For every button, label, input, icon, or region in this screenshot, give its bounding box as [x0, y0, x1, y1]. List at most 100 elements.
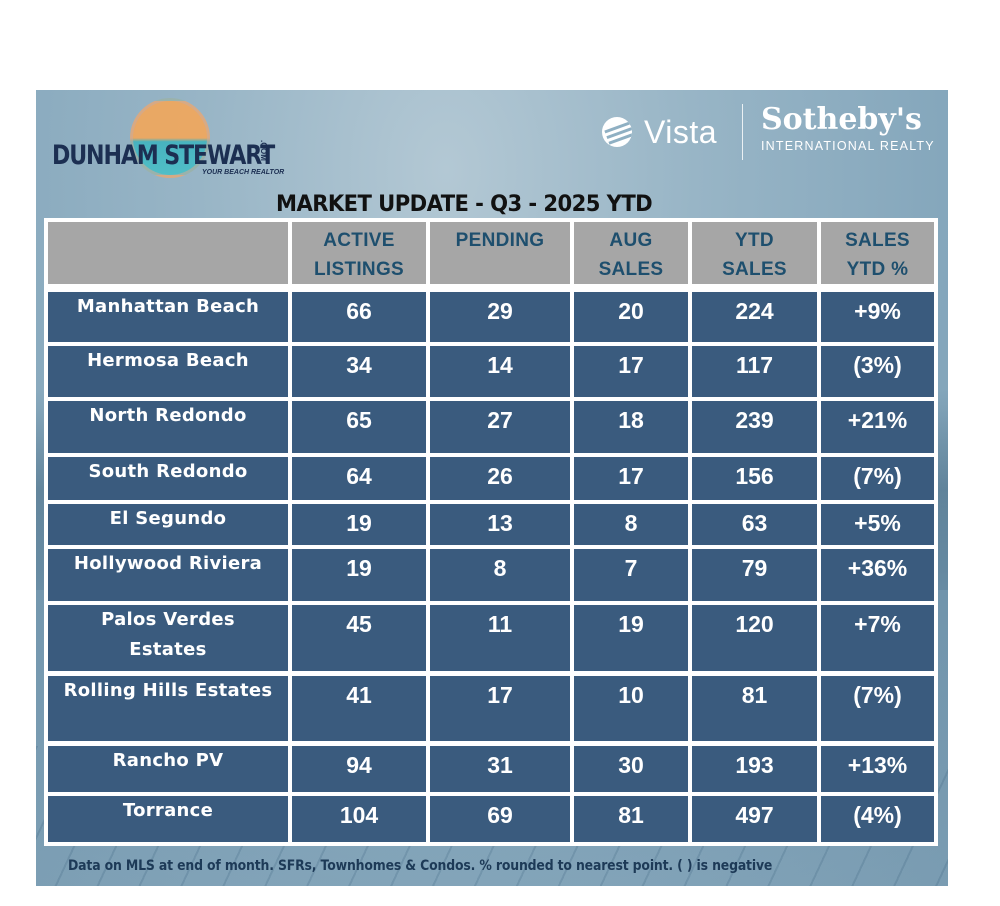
- table-cell-pending: 26: [430, 457, 570, 500]
- cell-value: +9%: [854, 298, 901, 324]
- cell-value: 19: [618, 611, 644, 637]
- cell-value: 81: [618, 802, 644, 828]
- column-header-label: YTD: [735, 230, 774, 251]
- cell-value: 11: [487, 611, 513, 637]
- table-cell-sales-ytd-pct: (7%): [821, 457, 934, 500]
- table-cell-active-listings: 19: [292, 504, 426, 545]
- table-cell-sales-ytd-pct: (4%): [821, 796, 934, 842]
- table-row-label: Rancho PV: [48, 746, 288, 792]
- area-name: El Segundo: [109, 508, 227, 529]
- table-cell-aug-sales: 17: [574, 346, 688, 397]
- table-cell-aug-sales: 20: [574, 292, 688, 342]
- area-name: North Redondo: [89, 405, 247, 426]
- table-cell-active-listings: 41: [292, 676, 426, 741]
- column-header-label: LISTINGS: [313, 259, 404, 280]
- table-cell-pending: 14: [430, 346, 570, 397]
- cell-value: 27: [487, 407, 513, 433]
- column-header-label: SALES: [598, 259, 664, 280]
- cell-value: 65: [346, 407, 372, 433]
- table-row-label: Rolling Hills Estates: [48, 676, 288, 741]
- table-row-label: Manhattan Beach: [48, 292, 288, 342]
- area-name: Rancho PV: [112, 750, 224, 771]
- table-cell-active-listings: 66: [292, 292, 426, 342]
- cell-value: 34: [346, 352, 372, 378]
- cell-value: 31: [487, 752, 513, 778]
- area-name-line: Estates: [129, 639, 207, 660]
- cell-value: 13: [487, 510, 513, 536]
- cell-value: 79: [741, 555, 768, 581]
- table-cell-sales-ytd-pct: +21%: [821, 401, 934, 453]
- column-header-ytd-sales: YTD SALES: [692, 222, 817, 284]
- logo-tagline: YOUR BEACH REALTOR: [202, 169, 285, 176]
- table-cell-ytd-sales: 497: [692, 796, 817, 842]
- table-row-label: Torrance: [48, 796, 288, 842]
- area-name: Torrance: [122, 800, 214, 821]
- cell-value: 81: [741, 682, 768, 708]
- table-cell-aug-sales: 10: [574, 676, 688, 741]
- table-cell-pending: 11: [430, 605, 570, 671]
- table-cell-pending: 13: [430, 504, 570, 545]
- sothebys-subtitle: INTERNATIONAL REALTY: [761, 139, 935, 153]
- table-cell-pending: 17: [430, 676, 570, 741]
- column-header-label: YTD %: [846, 259, 909, 280]
- cell-value: 26: [487, 463, 513, 489]
- column-header-label: SALES: [845, 230, 910, 251]
- cell-value: 7: [624, 555, 638, 581]
- cell-value: (7%): [853, 682, 902, 708]
- table-cell-aug-sales: 81: [574, 796, 688, 842]
- sothebys-wordmark: Sotheby's: [761, 102, 922, 137]
- table-cell-active-listings: 45: [292, 605, 426, 671]
- footnote: Data on MLS at end of month. SFRs, Townh…: [68, 858, 773, 874]
- cell-value: 120: [735, 611, 774, 637]
- table-cell-ytd-sales: 239: [692, 401, 817, 453]
- table-cell-aug-sales: 7: [574, 549, 688, 601]
- vista-logo: Vista: [602, 112, 717, 152]
- cell-value: 41: [346, 682, 372, 708]
- cell-value: 156: [735, 463, 774, 489]
- cell-value: +5%: [854, 510, 901, 536]
- cell-value: 17: [487, 682, 513, 708]
- table-cell-sales-ytd-pct: +9%: [821, 292, 934, 342]
- column-header-active-listings: ACTIVE LISTINGS: [292, 222, 426, 284]
- sun-wave-logo-icon: [130, 98, 210, 178]
- table-cell-sales-ytd-pct: +5%: [821, 504, 934, 545]
- table-cell-aug-sales: 18: [574, 401, 688, 453]
- table-cell-aug-sales: 30: [574, 746, 688, 792]
- cell-value: 63: [741, 510, 768, 536]
- table-cell-active-listings: 64: [292, 457, 426, 500]
- table-cell-active-listings: 104: [292, 796, 426, 842]
- cell-value: 18: [618, 407, 644, 433]
- cell-value: +36%: [847, 555, 908, 581]
- column-header-label: PENDING: [455, 230, 545, 251]
- vista-globe-icon: [602, 117, 632, 147]
- table-cell-active-listings: 34: [292, 346, 426, 397]
- column-header-aug-sales: AUG SALES: [574, 222, 688, 284]
- market-table: ACTIVE LISTINGS PENDING AUG SALES YTD SALES SAL…: [44, 218, 938, 846]
- cell-value: 8: [624, 510, 638, 536]
- cell-value: 239: [735, 407, 774, 433]
- cell-value: 8: [493, 555, 507, 581]
- table-cell-pending: 69: [430, 796, 570, 842]
- cell-value: (7%): [853, 463, 902, 489]
- table-cell-sales-ytd-pct: +36%: [821, 549, 934, 601]
- column-header-label: ACTIVE: [323, 230, 395, 251]
- cell-value: +13%: [847, 752, 908, 778]
- cell-value: 14: [487, 352, 513, 378]
- cell-value: 104: [339, 802, 379, 828]
- column-header-label: AUG: [609, 230, 653, 251]
- table-row-label: Hermosa Beach: [48, 346, 288, 397]
- table-row-label: Palos Verdes Estates: [48, 605, 288, 671]
- table-row-label: South Redondo: [48, 457, 288, 500]
- column-header-label: SALES: [722, 259, 787, 280]
- sothebys-logo: Sotheby's INTERNATIONAL REALTY: [761, 102, 935, 153]
- column-header-pending: PENDING: [430, 222, 570, 284]
- cell-value: 17: [618, 463, 644, 489]
- table-cell-ytd-sales: 120: [692, 605, 817, 671]
- table-cell-ytd-sales: 193: [692, 746, 817, 792]
- column-header-area: [48, 222, 288, 284]
- table-cell-ytd-sales: 79: [692, 549, 817, 601]
- area-name: Rolling Hills Estates: [63, 680, 273, 701]
- cell-value: 29: [487, 298, 513, 324]
- table-cell-active-listings: 65: [292, 401, 426, 453]
- cell-value: 20: [618, 298, 644, 324]
